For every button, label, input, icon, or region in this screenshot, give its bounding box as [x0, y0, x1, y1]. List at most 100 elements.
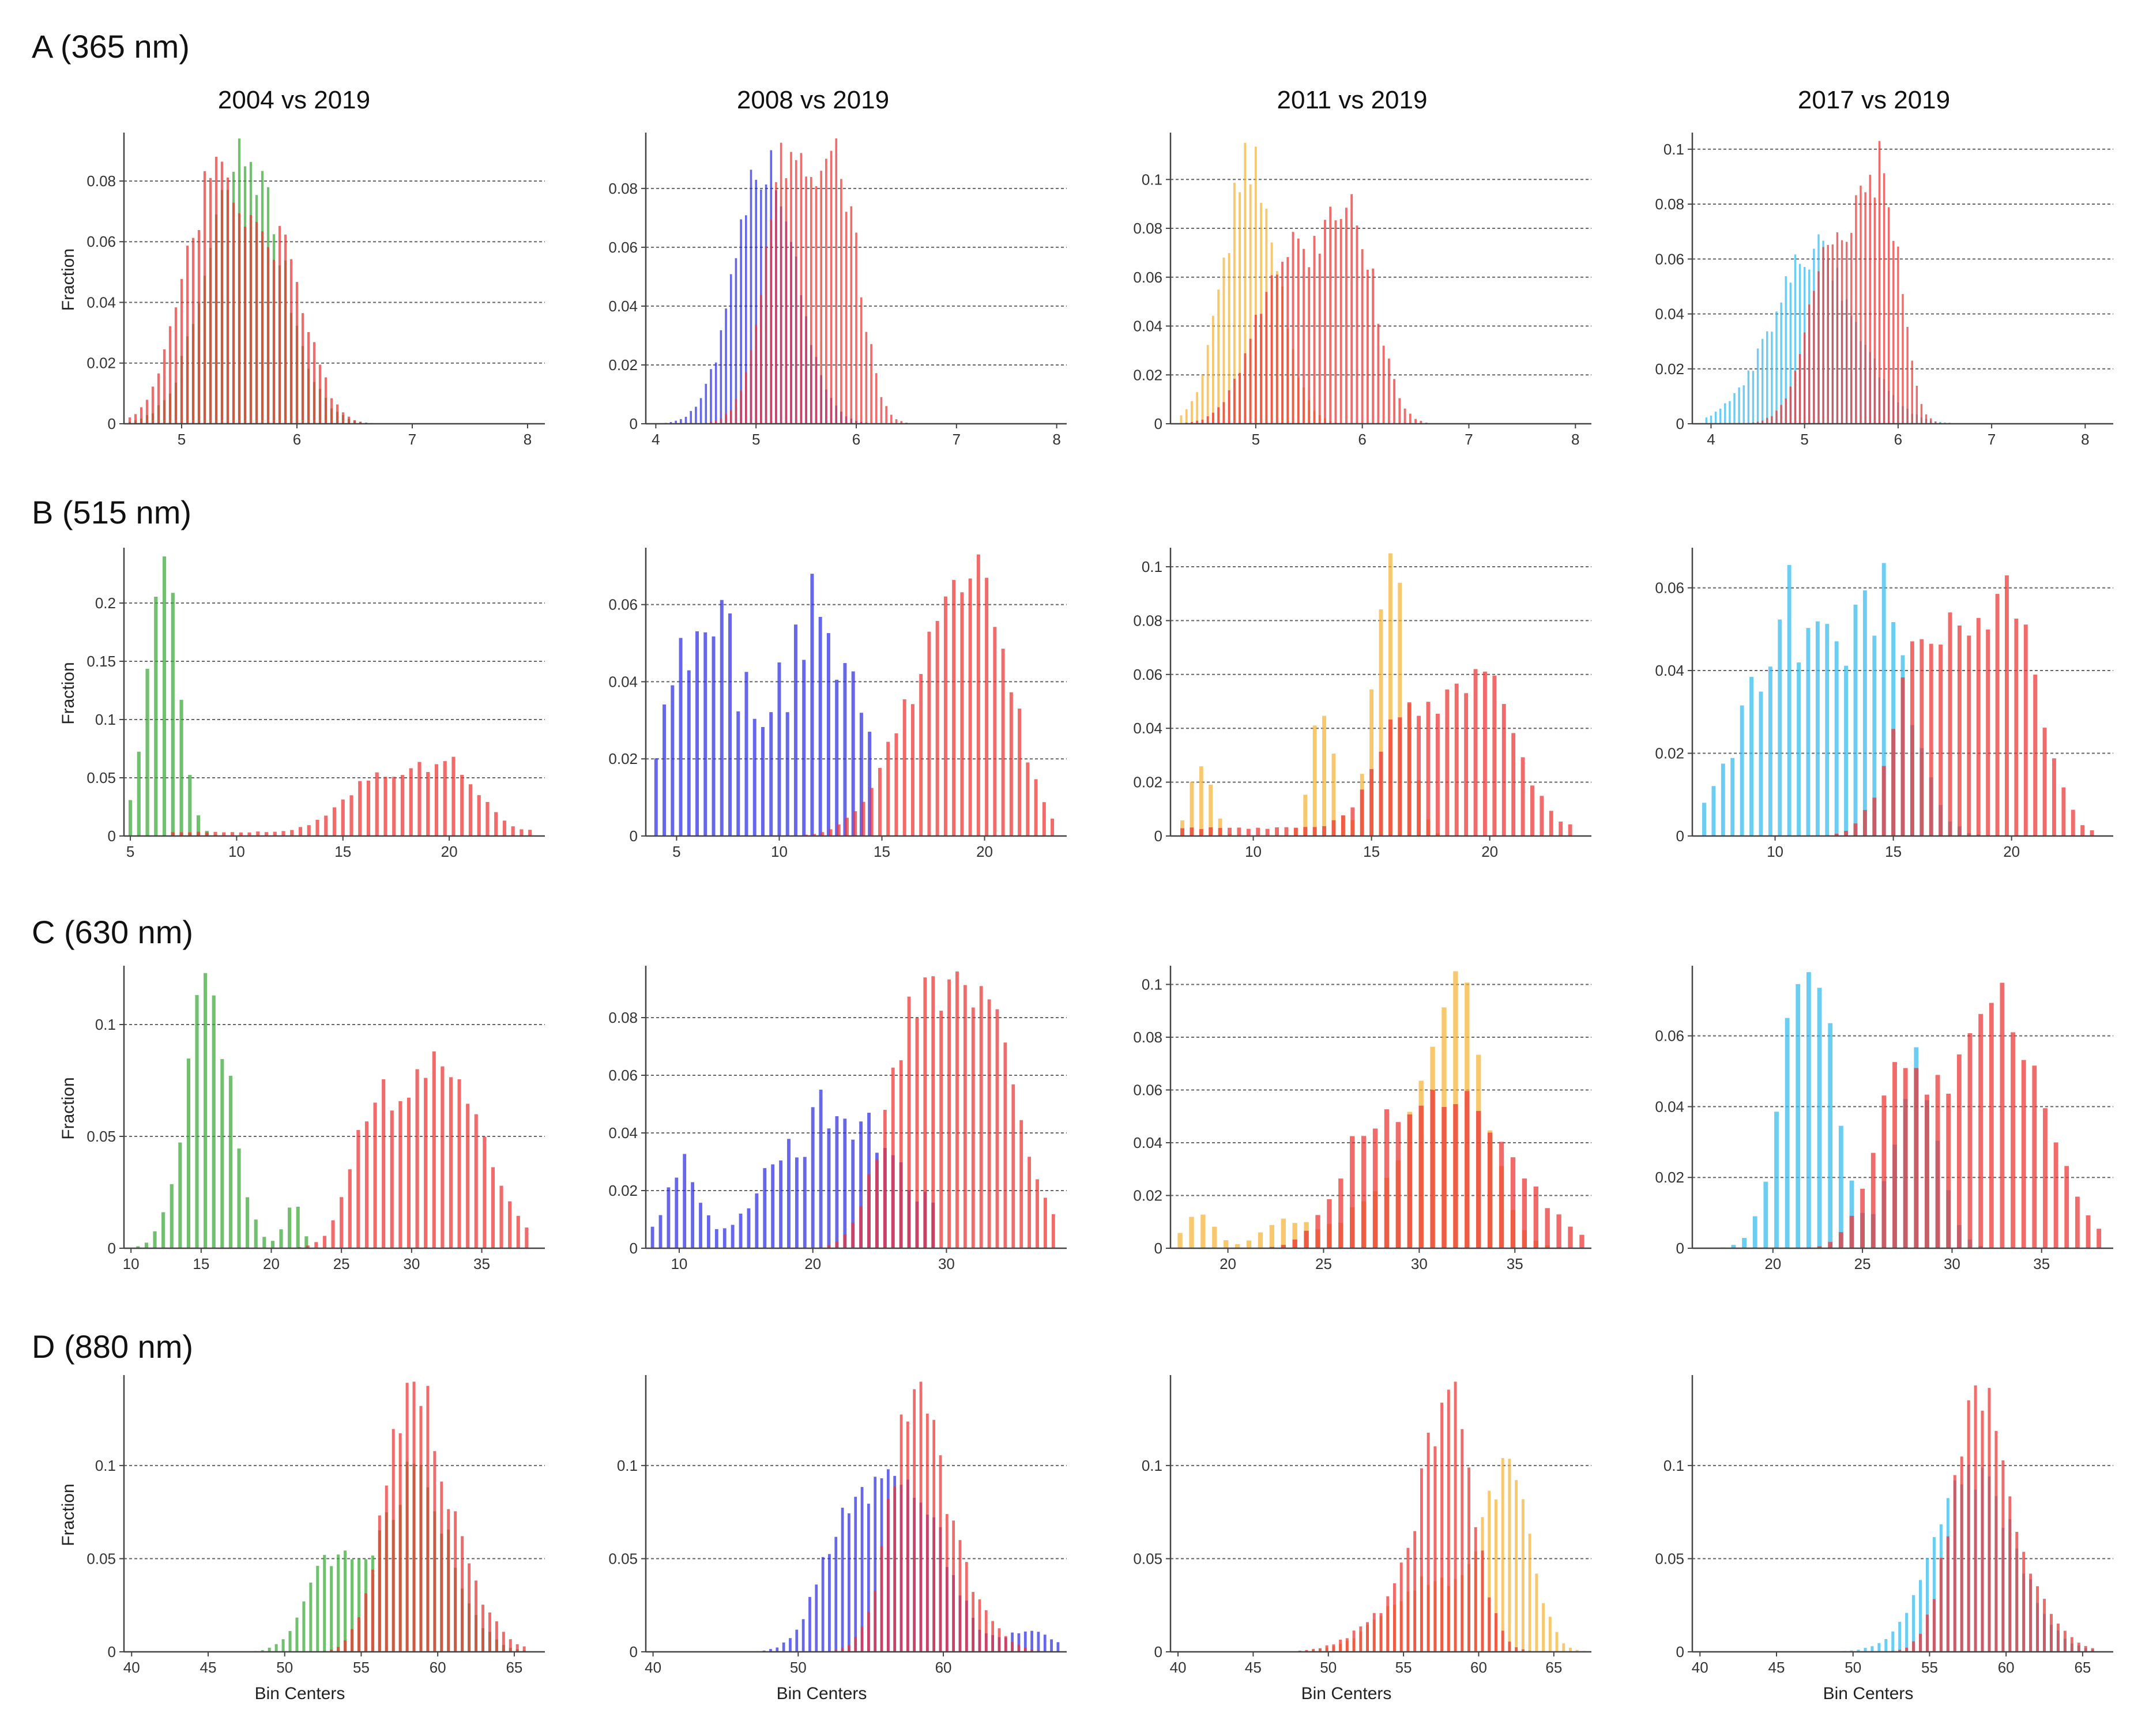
bar-2019: [1967, 1400, 1970, 1652]
bar-2008: [793, 624, 797, 836]
bar-2011: [1488, 1490, 1491, 1652]
bar-2019: [1325, 1645, 1328, 1652]
bar-2019: [371, 1569, 374, 1652]
bar-2019: [313, 342, 316, 424]
bar-2019: [1474, 1527, 1477, 1652]
x-tick-label: 45: [1245, 1659, 1262, 1676]
row-title-c: C (630 nm): [32, 914, 193, 950]
bar-2019: [972, 1592, 975, 1652]
bar-2019: [931, 976, 935, 1248]
bar-2019: [720, 419, 722, 424]
panel-3-2: 0 0.05 0.1 40 45 50 55 60 65 Bin Centers: [1133, 1375, 1591, 1703]
x-tick-label: 20: [1764, 1255, 1781, 1272]
bar-2019: [1579, 1234, 1584, 1248]
bar-2019: [295, 282, 299, 424]
bar-2008: [771, 1164, 775, 1248]
bar-2019: [1864, 192, 1866, 424]
bar-2019: [960, 592, 964, 836]
x-tick-label: 55: [1395, 1659, 1412, 1676]
bar-2019: [1377, 323, 1380, 424]
bar-2019: [364, 1593, 367, 1652]
bar-2019: [899, 1414, 903, 1652]
x-tick-label: 5: [178, 431, 186, 448]
x-tick-label: 40: [123, 1659, 140, 1676]
bar-2008: [1017, 1633, 1021, 1652]
bar-2019: [520, 829, 524, 836]
bar-2019: [366, 780, 371, 836]
bar-2019: [1939, 645, 1943, 836]
bar-2008: [843, 663, 847, 836]
bar-2019: [1483, 671, 1487, 836]
bar-2011: [1228, 253, 1230, 424]
x-tick-label: 30: [403, 1255, 420, 1272]
bar-2019: [880, 397, 883, 424]
bar-2019: [378, 1515, 381, 1652]
bar-2017: [1877, 1643, 1881, 1652]
bar-2019: [179, 832, 183, 836]
bar-2019: [1345, 1638, 1349, 1652]
bar-2004: [304, 1236, 308, 1248]
bar-2019: [412, 1381, 416, 1652]
y-tick-label: 0.2: [95, 594, 116, 612]
bar-2019: [2070, 1637, 2073, 1652]
bar-2019: [1372, 268, 1375, 424]
bar-2019: [883, 1109, 887, 1248]
x-tick-label: 5: [126, 843, 134, 860]
bar-2008: [802, 660, 806, 836]
y-tick-label: 0.08: [1655, 195, 1684, 213]
bar-2011: [1331, 754, 1336, 836]
bar-2011: [1528, 1534, 1531, 1652]
bar-2019: [2052, 758, 2056, 836]
bar-2011: [1508, 1459, 1511, 1652]
bar-2008: [867, 1504, 870, 1652]
bar-2019: [1981, 1410, 1984, 1652]
bar-2019: [867, 1174, 871, 1248]
bar-2019: [1873, 197, 1876, 424]
bar-2008: [695, 406, 697, 424]
bar-2004: [237, 1148, 241, 1248]
y-tick-label: 0.04: [1655, 306, 1684, 323]
bar-2008: [679, 638, 683, 836]
bar-2017: [1884, 1639, 1888, 1652]
bar-2008: [744, 672, 748, 836]
bar-2019: [899, 1060, 903, 1248]
bar-2019: [392, 1429, 395, 1652]
bar-2008: [720, 600, 724, 836]
bar-2019: [1761, 420, 1764, 424]
bar-2019: [1956, 1054, 1962, 1248]
y-tick-label: 0.05: [86, 769, 116, 786]
bar-2019: [449, 1077, 453, 1248]
bar-2008: [769, 1649, 772, 1652]
bar-2019: [1900, 677, 1905, 836]
y-tick-label: 0.04: [1133, 720, 1162, 737]
bar-2008: [1050, 1639, 1053, 1652]
bar-2011: [1398, 582, 1402, 836]
bar-2008: [851, 1139, 855, 1248]
x-tick-label: 65: [2074, 1659, 2091, 1676]
bar-2019: [979, 986, 983, 1248]
bar-2019: [834, 1650, 838, 1652]
y-tick-label: 0.04: [608, 673, 638, 690]
bar-2017: [1747, 370, 1750, 424]
bar-2019: [2043, 1108, 2048, 1248]
bar-2019: [1407, 702, 1412, 836]
bar-2019: [755, 325, 758, 424]
bar-2008: [795, 1157, 799, 1248]
bar-2019: [1912, 1641, 1915, 1652]
y-tick-label: 0.06: [1133, 666, 1162, 683]
series-2019: [828, 1381, 1053, 1652]
bar-2019: [805, 176, 807, 424]
bar-2019: [341, 412, 345, 424]
bar-2011: [1388, 553, 1392, 836]
bar-2019: [1803, 332, 1806, 424]
y-tick-label: 0: [1676, 827, 1684, 845]
bar-2008: [690, 411, 692, 424]
bar-2011: [1379, 609, 1383, 836]
bar-2019: [1568, 1226, 1573, 1248]
bar-2019: [1329, 206, 1332, 424]
bar-2019: [1051, 818, 1055, 836]
bar-2017: [1834, 641, 1839, 836]
x-tick-label: 6: [293, 431, 301, 448]
bar-2019: [392, 777, 396, 836]
y-tick-label: 0.06: [608, 1067, 638, 1084]
